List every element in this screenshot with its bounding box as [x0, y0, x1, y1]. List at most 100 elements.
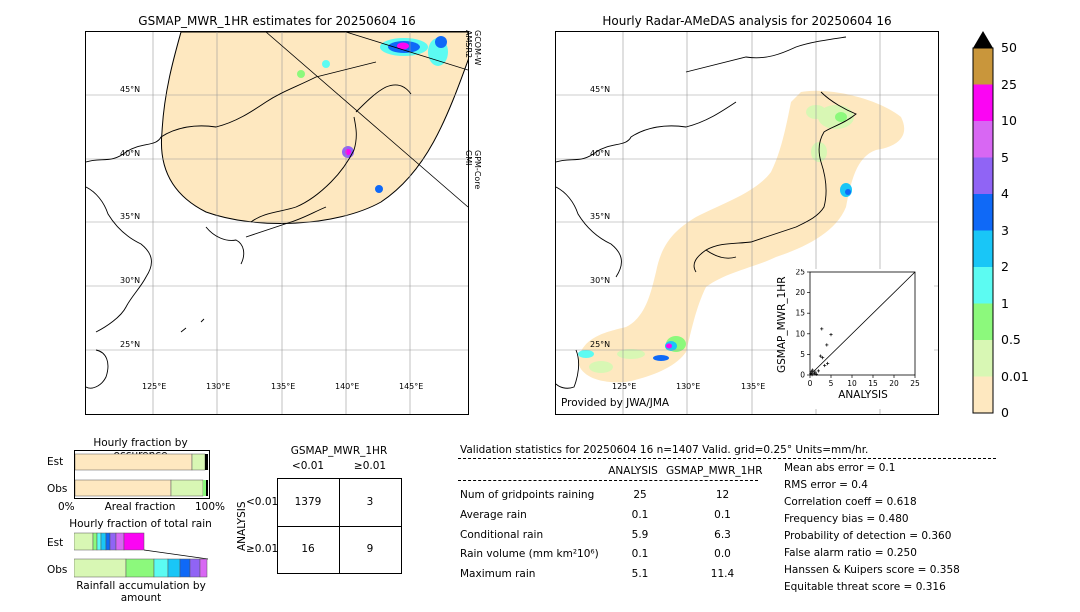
scatter-ytick-3: 15: [795, 309, 805, 318]
left-lat-40: 40°N: [120, 149, 141, 158]
scatter-ytick-2: 10: [795, 329, 805, 338]
colorbar-swatch-6: [973, 157, 993, 194]
total-svg: [73, 532, 209, 578]
contingency-row-wet: ≥0.01: [246, 543, 279, 555]
colorbar-swatch-7: [973, 121, 993, 158]
colorbar-svg: [972, 31, 994, 414]
colorbar-swatch-1: [973, 340, 993, 377]
contingency-col-dry: <0.01: [291, 460, 325, 472]
right-lat-45: 45°N: [590, 85, 611, 94]
scatter-diagonal: [809, 271, 916, 376]
left-lon-140: 140°E: [335, 382, 360, 391]
scatter-point-4: [810, 368, 815, 372]
contingency-title: GSMAP_MWR_1HR: [290, 445, 388, 457]
contingency-cell-00: 1379: [294, 496, 322, 508]
scatter-point-1: [810, 372, 814, 377]
colorbar-label-4: 2: [1001, 259, 1009, 274]
scatter-point-6: [816, 369, 820, 373]
scatter-ytick-1: 5: [800, 350, 805, 359]
score-ets: Equitable threat score = 0.316: [784, 581, 946, 593]
occurrence-row-est: Est: [47, 456, 64, 468]
scatter-xtick-4: 20: [889, 379, 899, 388]
total-xlabel: Rainfall accumulation by amount: [76, 580, 206, 604]
colorbar-label-1: 0.01: [1001, 368, 1029, 384]
scatter-xtick-0: 0: [808, 379, 813, 388]
left-map: 45°N 40°N 35°N 30°N 25°N 125°E 130°E 135…: [85, 31, 469, 415]
occ-obs-dry: [74, 479, 172, 497]
scatter-point-2: [809, 370, 813, 374]
val-row-3-analysis: 0.1: [631, 548, 649, 560]
left-lat-35: 35°N: [120, 212, 141, 221]
colorbar-label-3: 1: [1001, 295, 1009, 311]
colorbar-extend-arrow: [973, 31, 993, 48]
left-coastline: [86, 61, 412, 389]
right-coastline: [556, 36, 857, 389]
right-lon-130: 130°E: [676, 382, 701, 391]
right-lon-135: 135°E: [741, 382, 766, 391]
occ-obs-light: [170, 479, 204, 497]
scatter-point-12: [829, 333, 833, 337]
occurrence-tick-0: 0%: [58, 501, 75, 513]
score-far: False alarm ratio = 0.250: [784, 547, 917, 559]
left-grid: [86, 32, 468, 414]
occ-est-wet: [205, 454, 208, 470]
total-row-est: Est: [47, 537, 64, 549]
right-lat-25: 25°N: [590, 340, 611, 349]
scatter-xlabel: ANALYSIS: [838, 389, 888, 401]
left-lat-25: 25°N: [120, 340, 141, 349]
colorbar-label-10: 50: [1001, 40, 1017, 55]
val-row-2-label: Conditional rain: [460, 529, 544, 541]
colorbar-swatch-2: [973, 303, 993, 340]
scatter-xtick-5: 25: [910, 379, 920, 388]
scatter-point-11: [826, 361, 830, 366]
contingency-row-axis: ANALYSIS: [236, 501, 248, 551]
val-row-4-analysis: 5.1: [631, 568, 649, 580]
occurrence-svg: [74, 453, 208, 497]
colorbar-swatch-8: [973, 84, 993, 121]
left-map-svg: [86, 32, 468, 414]
val-row-0-analysis: 25: [633, 489, 647, 501]
colorbar-label-2: 0.5: [1001, 332, 1021, 347]
right-lon-125: 125°E: [612, 382, 637, 391]
occ-est-dry: [74, 453, 193, 471]
scatter-point-8: [821, 356, 825, 360]
score-rmse: RMS error = 0.4: [784, 479, 868, 491]
left-lon-125: 125°E: [142, 382, 167, 391]
left-lon-135: 135°E: [271, 382, 296, 391]
colorbar-label-0: 0: [1001, 405, 1009, 420]
sat-label-amsr2: GCOM-W AMSR2: [464, 30, 482, 66]
score-mae: Mean abs error = 0.1: [784, 462, 896, 474]
score-pod: Probability of detection = 0.360: [784, 530, 952, 542]
contingency-grid: [277, 478, 402, 574]
colorbar-label-8: 10: [1001, 113, 1017, 128]
right-map: 45°N 40°N 35°N 30°N 25°N 125°E 130°E 135…: [555, 31, 939, 415]
colorbar-swatch-0: [973, 376, 993, 413]
left-lon-130: 130°E: [206, 382, 231, 391]
colorbar-label-7: 5: [1001, 149, 1009, 165]
contingency-row-dry: <0.01: [246, 496, 279, 508]
colorbar: [972, 30, 994, 414]
colorbar-label-6: 4: [1001, 186, 1009, 201]
val-row-4-label: Maximum rain: [460, 568, 536, 580]
val-row-3-label: Rain volume (mm km²10⁶): [460, 548, 599, 560]
score-freq-bias: Frequency bias = 0.480: [784, 513, 909, 525]
scatter-xtick-2: 10: [847, 379, 857, 388]
scatter-ytick-5: 25: [795, 269, 805, 277]
scatter-ytick-0: 0: [800, 371, 805, 380]
colorbar-swatch-4: [973, 230, 993, 267]
val-row-0-label: Num of gridpoints raining: [460, 489, 595, 501]
right-lat-40: 40°N: [590, 149, 611, 158]
val-row-1-gsmap: 0.1: [714, 509, 731, 521]
val-row-1-label: Average rain: [460, 509, 527, 521]
scatter-svg: 00 5 5 10 10 15 15 20 20 25 25: [795, 268, 920, 389]
scatter-point-9: [823, 363, 827, 368]
scatter-ytick-4: 20: [795, 288, 805, 297]
sat-label-gmi: GPM-Core GMI: [464, 150, 482, 190]
scatter-point-10: [825, 343, 829, 347]
validation-col-analysis: ANALYSIS: [608, 465, 658, 477]
occ-obs-wet: [206, 480, 208, 496]
val-row-2-analysis: 5.9: [631, 529, 649, 541]
val-row-2-gsmap: 6.3: [714, 529, 731, 541]
total-row-obs: Obs: [47, 564, 68, 576]
contingency-col-wet: ≥0.01: [353, 460, 387, 472]
